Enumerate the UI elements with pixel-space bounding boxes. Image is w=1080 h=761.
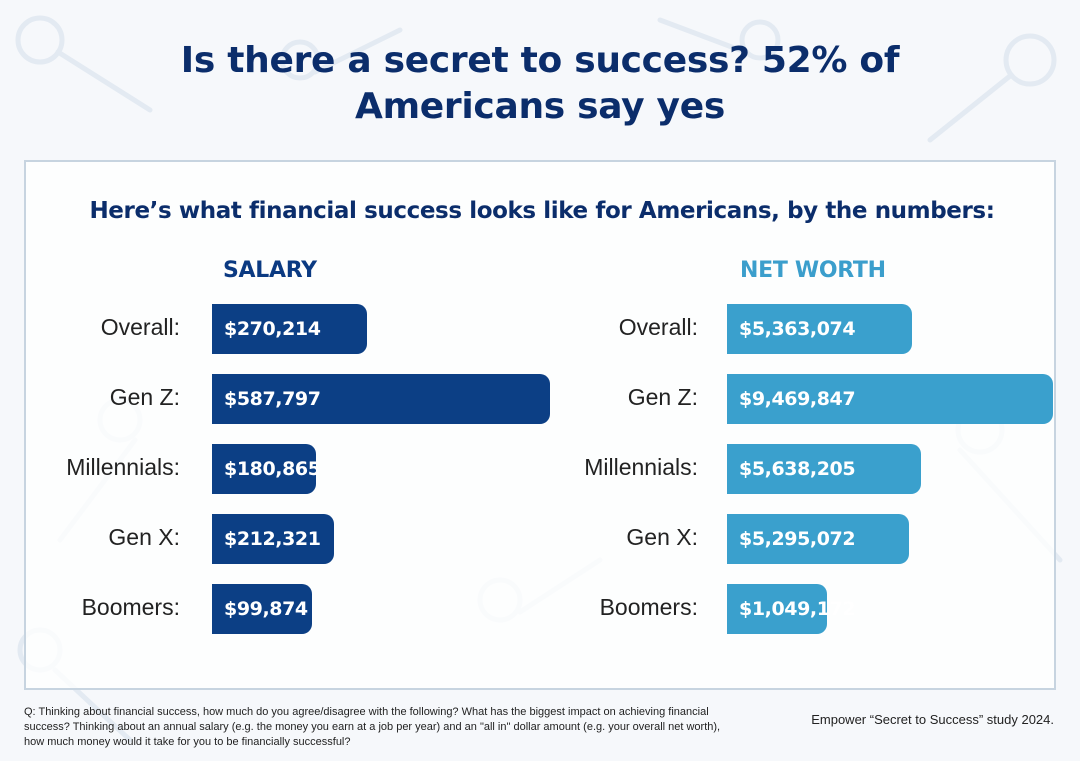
salary-bar: $270,214 (212, 304, 367, 354)
networth-category-label: Gen X: (626, 524, 698, 550)
networth-bar: $5,638,205 (727, 444, 921, 494)
title-line-1: Is there a secret to success? 52% of (180, 40, 900, 81)
salary-bar: $212,321 (212, 514, 334, 564)
networth-bar: $5,295,072 (727, 514, 909, 564)
networth-category-label: Millennials: (584, 454, 698, 480)
networth-value-label: $5,295,072 (739, 528, 856, 550)
salary-value-label: $587,797 (224, 388, 321, 410)
page-title: Is there a secret to success? 52% of Ame… (0, 38, 1080, 130)
salary-bar: $180,865 (212, 444, 321, 494)
networth-bar: $9,469,847 (727, 374, 1053, 424)
networth-value-label: $1,049,172 (739, 598, 856, 620)
salary-category-label: Gen Z: (109, 384, 180, 410)
salary-value-label: $180,865 (224, 458, 321, 480)
networth-category-label: Gen Z: (627, 384, 698, 410)
salary-value-label: $270,214 (224, 318, 321, 340)
networth-chart-title: NET WORTH (740, 258, 886, 283)
salary-category-label: Millennials: (66, 454, 180, 480)
salary-category-label: Gen X: (108, 524, 180, 550)
salary-category-label: Boomers: (81, 594, 180, 620)
networth-bar: $5,363,074 (727, 304, 912, 354)
salary-bar: $99,874 (212, 584, 312, 634)
salary-value-label: $99,874 (224, 598, 308, 620)
source-note: Empower “Secret to Success” study 2024. (811, 712, 1054, 727)
networth-category-label: Boomers: (599, 594, 698, 620)
salary-category-label: Overall: (100, 314, 180, 340)
title-line-2: Americans say yes (355, 86, 725, 127)
salary-value-label: $212,321 (224, 528, 321, 550)
chart-panel: Here’s what financial success looks like… (24, 160, 1056, 690)
networth-value-label: $5,638,205 (739, 458, 856, 480)
salary-chart-title: SALARY (223, 258, 317, 283)
survey-question: Q: Thinking about financial success, how… (24, 706, 721, 748)
networth-category-label: Overall: (618, 314, 698, 340)
networth-value-label: $9,469,847 (739, 388, 856, 410)
networth-value-label: $5,363,074 (739, 318, 856, 340)
networth-bar: $1,049,172 (727, 584, 856, 634)
chart-subtitle: Here’s what financial success looks like… (89, 198, 995, 224)
salary-bar: $587,797 (212, 374, 550, 424)
